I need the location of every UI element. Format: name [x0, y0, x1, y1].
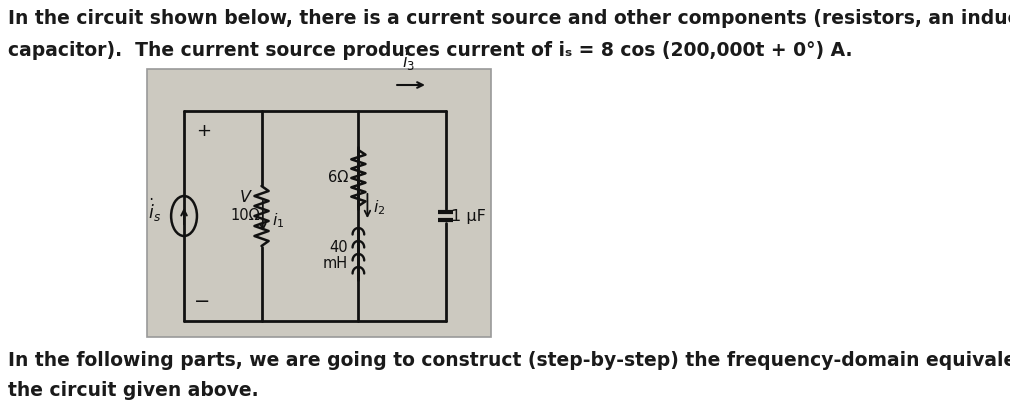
Text: $\dot{i}_3$: $\dot{i}_3$: [402, 46, 415, 73]
Text: 6Ω: 6Ω: [328, 171, 348, 186]
Text: $i_2$: $i_2$: [373, 199, 385, 217]
Text: +: +: [196, 122, 211, 140]
Text: 40: 40: [329, 240, 348, 254]
Text: In the circuit shown below, there is a current source and other components (resi: In the circuit shown below, there is a c…: [8, 9, 1010, 28]
Text: −: −: [194, 292, 210, 310]
Text: $i_1$: $i_1$: [272, 212, 284, 230]
Text: mH: mH: [323, 256, 348, 272]
Text: 1 μF: 1 μF: [450, 209, 486, 223]
FancyBboxPatch shape: [147, 69, 491, 337]
Text: capacitor).  The current source produces current of iₛ = 8 cos (200,000t + 0°) A: capacitor). The current source produces …: [8, 41, 852, 60]
Text: the circuit given above.: the circuit given above.: [8, 381, 259, 400]
Text: V: V: [240, 191, 250, 205]
Text: $\dot{i}_s$: $\dot{i}_s$: [148, 197, 162, 224]
Text: In the following parts, we are going to construct (step-by-step) the frequency-d: In the following parts, we are going to …: [8, 351, 1010, 370]
Text: 10Ω: 10Ω: [230, 209, 261, 223]
